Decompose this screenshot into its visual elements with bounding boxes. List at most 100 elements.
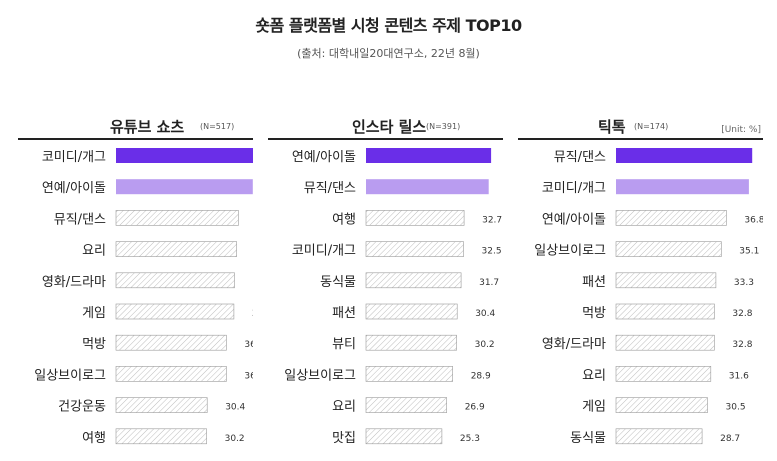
category-label: 영화/드라마 bbox=[542, 337, 606, 352]
value-label: 28.7 bbox=[720, 434, 740, 444]
category-label: 연예/아이돌 bbox=[42, 181, 106, 196]
panel-title: 인스타 릴스 bbox=[352, 118, 427, 136]
value-label: 32.8 bbox=[732, 340, 752, 350]
value-label: 30.2 bbox=[225, 434, 245, 444]
category-label: 게임 bbox=[582, 400, 606, 415]
bar bbox=[116, 148, 253, 163]
panel-title: 틱톡 bbox=[598, 118, 626, 136]
panel-header: 인스타 릴스 (N=391) bbox=[268, 112, 503, 140]
category-label: 요리 bbox=[332, 400, 356, 415]
panel-header: 유튜브 쇼츠 (N=517) bbox=[18, 112, 253, 140]
value-label: 30.4 bbox=[225, 403, 245, 413]
bar bbox=[115, 397, 208, 413]
bar bbox=[365, 210, 465, 226]
panel-header: 틱톡 (N=174) bbox=[518, 112, 763, 140]
category-label: 뮤직/댄스 bbox=[554, 150, 606, 165]
category-label: 요리 bbox=[582, 368, 606, 383]
category-label: 먹방 bbox=[582, 306, 606, 321]
bar bbox=[365, 334, 457, 351]
bar bbox=[616, 179, 749, 195]
panel-sample-size: (N=391) bbox=[426, 122, 461, 131]
value-label: 32.5 bbox=[482, 247, 502, 257]
category-label: 맛집 bbox=[332, 431, 356, 446]
value-label: 32.8 bbox=[732, 309, 752, 319]
category-label: 여행 bbox=[82, 430, 106, 446]
bar bbox=[115, 241, 237, 257]
category-label: 연예/아이돌 bbox=[542, 212, 606, 227]
category-label: 일상브이로그 bbox=[284, 368, 356, 383]
bar bbox=[115, 210, 239, 226]
bar bbox=[615, 272, 717, 289]
bar bbox=[115, 272, 235, 289]
panel-tiktok: 틱톡 (N=174) 뮤직/댄스45.4코미디/개그44.3연예/아이돌36.8… bbox=[518, 112, 763, 450]
category-label: 일상브이로그 bbox=[34, 368, 106, 383]
category-label: 일상브이로그 bbox=[534, 244, 606, 259]
bar bbox=[115, 428, 207, 445]
value-label: 39.3 bbox=[252, 309, 253, 319]
panel-sample-size: (N=517) bbox=[200, 122, 235, 131]
value-label: 33.3 bbox=[734, 278, 754, 288]
bar bbox=[615, 241, 722, 257]
value-label: 30.2 bbox=[475, 340, 495, 350]
value-label: 25.3 bbox=[460, 434, 480, 444]
panel-sample-size: (N=174) bbox=[634, 122, 669, 131]
bar bbox=[615, 428, 703, 445]
category-label: 패션 bbox=[582, 275, 606, 290]
value-label: 28.9 bbox=[471, 371, 491, 381]
category-label: 뮤직/댄스 bbox=[304, 181, 356, 196]
category-label: 뮤직/댄스 bbox=[54, 212, 106, 227]
value-label: 31.6 bbox=[729, 371, 749, 381]
bar-chart-tiktok: 뮤직/댄스45.4코미디/개그44.3연예/아이돌36.8일상브이로그35.1패… bbox=[534, 148, 763, 446]
value-label: 35.1 bbox=[739, 247, 759, 257]
bar bbox=[615, 303, 715, 320]
category-label: 영화/드라마 bbox=[42, 275, 106, 290]
bar bbox=[616, 148, 753, 163]
bar bbox=[365, 397, 447, 413]
panel-title: 유튜브 쇼츠 bbox=[110, 118, 185, 136]
category-label: 연예/아이돌 bbox=[292, 150, 356, 165]
category-label: 동식물 bbox=[570, 431, 606, 446]
category-label: 패션 bbox=[332, 306, 356, 321]
bar bbox=[365, 303, 458, 320]
category-label: 여행 bbox=[332, 211, 356, 227]
value-label: 36.8 bbox=[744, 215, 763, 225]
bar bbox=[116, 179, 253, 195]
panel-youtube-shorts: 유튜브 쇼츠 (N=517) 코미디/개그50.9연예/아이돌45.6뮤직/댄스… bbox=[18, 112, 253, 450]
bar bbox=[115, 366, 227, 382]
value-label: 36.8 bbox=[244, 371, 253, 381]
chart-source: (출처: 대학내일20대연구소, 22년 8월) bbox=[297, 47, 480, 60]
panel-instagram-reels: 인스타 릴스 (N=391) 연예/아이돌41.7뮤직/댄스40.9여행32.7… bbox=[268, 112, 503, 450]
value-label: 30.5 bbox=[726, 403, 746, 413]
bar bbox=[115, 334, 227, 351]
category-label: 뷰티 bbox=[332, 337, 356, 352]
value-label: 32.7 bbox=[482, 215, 502, 225]
value-label: 30.4 bbox=[475, 309, 495, 319]
value-label: 39.5 bbox=[253, 278, 254, 288]
value-label: 26.9 bbox=[465, 403, 485, 413]
bar bbox=[615, 366, 712, 382]
category-label: 먹방 bbox=[82, 337, 106, 352]
bar-chart-youtube-shorts: 코미디/개그50.9연예/아이돌45.6뮤직/댄스40.8요리40.2영화/드라… bbox=[34, 148, 254, 446]
category-label: 게임 bbox=[82, 306, 106, 321]
category-label: 요리 bbox=[82, 244, 106, 259]
bar bbox=[365, 241, 464, 257]
bar bbox=[365, 272, 462, 289]
bar bbox=[366, 148, 492, 163]
bar bbox=[615, 210, 727, 226]
category-label: 코미디/개그 bbox=[42, 150, 106, 165]
bar bbox=[615, 397, 708, 413]
bar bbox=[365, 428, 443, 445]
value-label: 36.8 bbox=[244, 340, 253, 350]
bar bbox=[366, 179, 489, 195]
category-label: 코미디/개그 bbox=[542, 181, 606, 196]
category-label: 건강운동 bbox=[58, 400, 106, 415]
bar bbox=[365, 366, 453, 382]
chart-title: 숏폼 플랫폼별 시청 콘텐츠 주제 TOP10 bbox=[255, 16, 522, 35]
value-label: 31.7 bbox=[479, 278, 499, 288]
bar bbox=[615, 334, 715, 351]
bar bbox=[115, 303, 235, 320]
unit-label: [Unit: %] bbox=[721, 125, 761, 135]
category-label: 동식물 bbox=[320, 275, 356, 290]
bar-chart-instagram-reels: 연예/아이돌41.7뮤직/댄스40.9여행32.7코미디/개그32.5동식물31… bbox=[284, 148, 502, 446]
category-label: 코미디/개그 bbox=[292, 244, 356, 259]
